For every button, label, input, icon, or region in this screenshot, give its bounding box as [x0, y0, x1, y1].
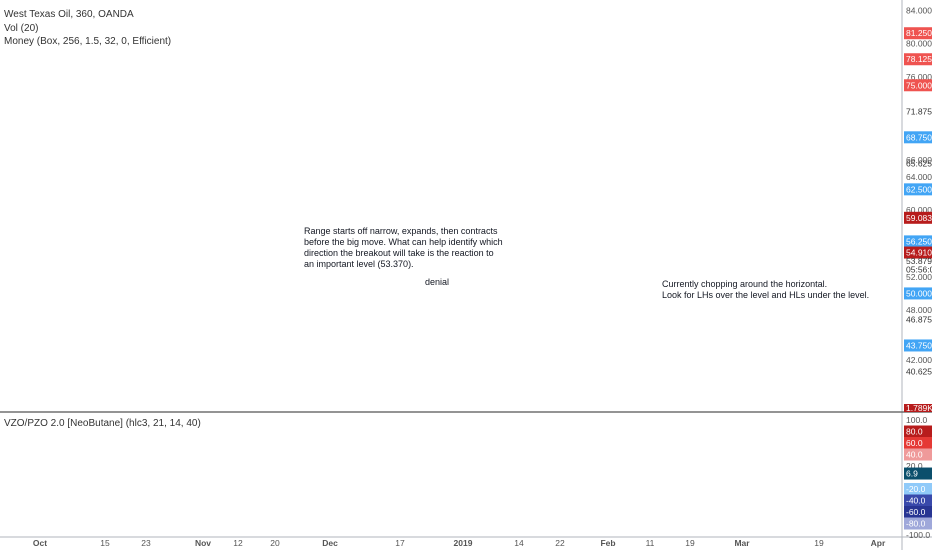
osc-tick: 100.0: [906, 415, 928, 425]
price-badge: [904, 235, 932, 248]
price-tick: 43.750: [906, 340, 932, 350]
oscillator-legend[interactable]: VZO/PZO 2.0 [NeoButane] (hlc3, 21, 14, 4…: [4, 418, 201, 429]
price-tick: 40.625: [906, 366, 932, 376]
time-tick: 2019: [454, 538, 473, 548]
osc-tick: 20.0: [906, 461, 923, 471]
price-badge: [904, 131, 932, 144]
time-tick: 20: [270, 538, 280, 548]
price-tick: 78.125: [906, 54, 932, 64]
price-tick: 76.000: [906, 72, 932, 82]
price-tick: 54.910: [906, 248, 932, 258]
price-tick: 75.000: [906, 80, 932, 90]
time-tick: Nov: [195, 538, 211, 548]
price-tick: 50.000: [906, 288, 932, 298]
volume-badge-label: 1.789K: [906, 403, 932, 413]
time-tick: 22: [555, 538, 565, 548]
price-tick: 68.750: [906, 132, 932, 142]
time-tick: 23: [141, 538, 151, 548]
price-tick: 71.875: [906, 106, 932, 116]
osc-tick: -100.0: [906, 530, 930, 540]
price-tick: 62.500: [906, 184, 932, 194]
price-badge: [904, 27, 932, 40]
price-badge: [904, 287, 932, 300]
time-tick: Oct: [33, 538, 47, 548]
price-tick: 80.000: [906, 39, 932, 49]
osc-tick: 6.9: [906, 469, 918, 479]
osc-badge: [904, 506, 932, 518]
time-tick: 15: [100, 538, 110, 548]
osc-tick: 60.0: [906, 438, 923, 448]
range-note: Range starts off narrow, expands, then c…: [304, 226, 503, 269]
price-badge: [904, 246, 932, 259]
money-legend[interactable]: Money (Box, 256, 1.5, 32, 0, Efficient): [4, 36, 172, 47]
osc-tick: 80.0: [906, 427, 923, 437]
volume-badge: [904, 404, 932, 412]
price-tick: 59.083: [906, 213, 932, 223]
time-tick: 19: [685, 538, 695, 548]
price-tick: 64.000: [906, 172, 932, 182]
price-badge: [904, 79, 932, 92]
osc-badge: [904, 494, 932, 507]
time-tick: Apr: [871, 538, 886, 548]
time-tick: 11: [646, 538, 655, 548]
price-tick: 05:56:03: [906, 264, 932, 274]
denial-note: denial: [425, 277, 450, 287]
time-tick: 17: [395, 538, 405, 548]
price-tick: 42.000: [906, 355, 932, 365]
osc-badge: [904, 425, 932, 438]
osc-tick: -40.0: [906, 496, 926, 506]
volume-legend[interactable]: Vol (20): [4, 23, 39, 34]
price-tick: 84.000: [906, 5, 932, 15]
osc-badge: [904, 467, 932, 480]
time-tick: 12: [233, 538, 243, 548]
chop-note-1: Currently chopping around the horizontal…: [662, 279, 828, 289]
time-tick: 14: [514, 538, 524, 548]
price-tick: 60.000: [906, 205, 932, 215]
price-tick: 52.000: [906, 272, 932, 282]
osc-badge: [904, 448, 932, 461]
price-tick: 46.875: [906, 314, 932, 324]
time-tick: Mar: [734, 538, 750, 548]
price-tick: 81.250: [906, 28, 932, 38]
price-tick: 66.000: [906, 155, 932, 165]
osc-badge: [904, 517, 932, 530]
time-tick: 19: [814, 538, 824, 548]
osc-tick: 40.0: [906, 450, 923, 460]
price-badge: [904, 211, 932, 224]
symbol-legend[interactable]: West Texas Oil, 360, OANDA: [4, 9, 134, 20]
osc-tick: -80.0: [906, 519, 926, 529]
osc-badge: [904, 437, 932, 449]
price-badge: [904, 339, 932, 352]
chop-note-2: Look for LHs over the level and HLs unde…: [662, 290, 870, 300]
price-tick: 56.250: [906, 236, 932, 246]
price-badge: [904, 53, 932, 66]
osc-badge: [904, 483, 932, 495]
price-tick: 53.879: [906, 256, 932, 266]
osc-tick: -60.0: [906, 507, 926, 517]
time-tick: Dec: [322, 538, 338, 548]
osc-tick: -20.0: [906, 484, 926, 494]
price-badge: [904, 183, 932, 196]
price-tick: 65.625: [906, 158, 932, 168]
time-tick: Feb: [600, 538, 615, 548]
price-tick: 48.000: [906, 305, 932, 315]
